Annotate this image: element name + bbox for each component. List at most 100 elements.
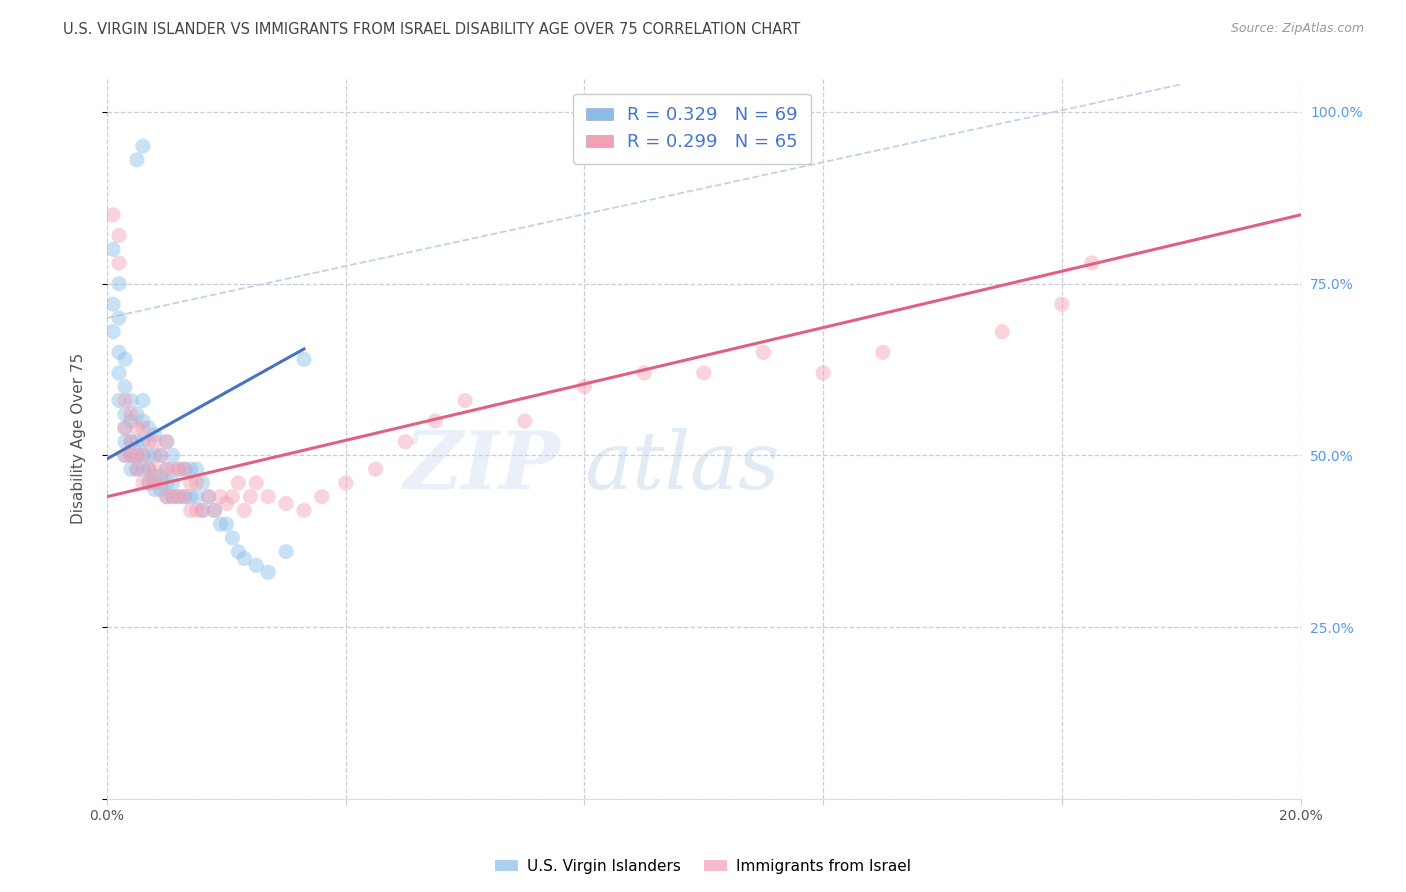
Point bbox=[149, 483, 172, 497]
Text: Source: ZipAtlas.com: Source: ZipAtlas.com bbox=[1230, 22, 1364, 36]
Point bbox=[245, 558, 267, 573]
Point bbox=[204, 503, 226, 517]
Point bbox=[574, 380, 596, 394]
Point bbox=[156, 475, 179, 490]
Point bbox=[311, 490, 333, 504]
Legend: U.S. Virgin Islanders, Immigrants from Israel: U.S. Virgin Islanders, Immigrants from I… bbox=[489, 853, 917, 880]
Point bbox=[228, 475, 250, 490]
Point bbox=[120, 407, 142, 421]
Point bbox=[191, 503, 214, 517]
Point bbox=[138, 462, 160, 476]
Point bbox=[114, 352, 136, 367]
Point bbox=[120, 449, 142, 463]
Point bbox=[138, 475, 160, 490]
Point bbox=[143, 462, 166, 476]
Point bbox=[991, 325, 1014, 339]
Point bbox=[173, 490, 195, 504]
Point bbox=[125, 421, 148, 435]
Point bbox=[143, 469, 166, 483]
Point bbox=[364, 462, 387, 476]
Point bbox=[156, 434, 179, 449]
Point bbox=[132, 393, 155, 408]
Point bbox=[101, 242, 124, 256]
Point bbox=[143, 449, 166, 463]
Point bbox=[221, 490, 243, 504]
Point bbox=[162, 475, 184, 490]
Point bbox=[125, 153, 148, 167]
Y-axis label: Disability Age Over 75: Disability Age Over 75 bbox=[72, 352, 86, 524]
Point bbox=[162, 462, 184, 476]
Point bbox=[114, 449, 136, 463]
Point bbox=[394, 434, 416, 449]
Point bbox=[1050, 297, 1073, 311]
Point bbox=[108, 366, 131, 380]
Point bbox=[513, 414, 536, 428]
Point bbox=[125, 462, 148, 476]
Point bbox=[101, 325, 124, 339]
Point bbox=[257, 566, 280, 580]
Point bbox=[108, 310, 131, 325]
Point bbox=[633, 366, 655, 380]
Point bbox=[752, 345, 775, 359]
Point bbox=[156, 434, 179, 449]
Point bbox=[138, 475, 160, 490]
Point bbox=[173, 462, 195, 476]
Point bbox=[292, 352, 315, 367]
Text: ZIP: ZIP bbox=[404, 428, 561, 506]
Point bbox=[114, 421, 136, 435]
Point bbox=[156, 490, 179, 504]
Point bbox=[132, 475, 155, 490]
Point bbox=[233, 503, 256, 517]
Point bbox=[197, 490, 219, 504]
Point bbox=[186, 503, 208, 517]
Point bbox=[125, 462, 148, 476]
Point bbox=[120, 462, 142, 476]
Point bbox=[274, 497, 297, 511]
Point bbox=[132, 462, 155, 476]
Point bbox=[125, 407, 148, 421]
Point bbox=[143, 475, 166, 490]
Point bbox=[114, 449, 136, 463]
Point bbox=[221, 531, 243, 545]
Point bbox=[120, 434, 142, 449]
Point bbox=[811, 366, 834, 380]
Point bbox=[125, 434, 148, 449]
Point bbox=[149, 449, 172, 463]
Point bbox=[132, 449, 155, 463]
Point bbox=[186, 475, 208, 490]
Point bbox=[180, 462, 202, 476]
Point bbox=[215, 497, 238, 511]
Point bbox=[143, 483, 166, 497]
Point bbox=[167, 462, 190, 476]
Point bbox=[245, 475, 267, 490]
Point bbox=[186, 462, 208, 476]
Point bbox=[120, 393, 142, 408]
Point bbox=[162, 490, 184, 504]
Point bbox=[693, 366, 716, 380]
Point bbox=[228, 544, 250, 558]
Point bbox=[108, 256, 131, 270]
Point bbox=[335, 475, 357, 490]
Point bbox=[143, 427, 166, 442]
Point bbox=[872, 345, 894, 359]
Point bbox=[138, 449, 160, 463]
Point bbox=[274, 544, 297, 558]
Point bbox=[132, 414, 155, 428]
Point bbox=[132, 434, 155, 449]
Point bbox=[101, 208, 124, 222]
Point bbox=[162, 490, 184, 504]
Point bbox=[204, 503, 226, 517]
Point bbox=[215, 517, 238, 532]
Text: atlas: atlas bbox=[585, 428, 780, 506]
Point bbox=[101, 297, 124, 311]
Point bbox=[108, 277, 131, 291]
Point bbox=[108, 393, 131, 408]
Point bbox=[132, 421, 155, 435]
Point bbox=[186, 490, 208, 504]
Point bbox=[162, 449, 184, 463]
Point bbox=[114, 421, 136, 435]
Point bbox=[167, 462, 190, 476]
Point bbox=[209, 490, 232, 504]
Point bbox=[132, 139, 155, 153]
Point bbox=[156, 462, 179, 476]
